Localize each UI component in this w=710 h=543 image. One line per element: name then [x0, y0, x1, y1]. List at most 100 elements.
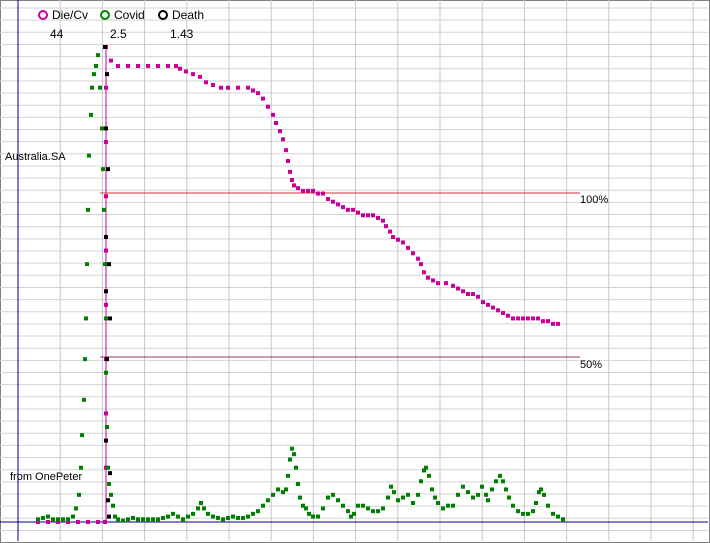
point-death	[103, 45, 107, 49]
point-covid	[196, 506, 200, 511]
point-die_cv	[556, 321, 560, 326]
point-covid	[516, 509, 520, 514]
point-die_cv	[541, 319, 545, 324]
region-label: Australia.SA	[5, 151, 66, 163]
point-covid	[381, 506, 385, 511]
point-covid	[121, 518, 125, 523]
point-covid	[311, 514, 315, 519]
point-covid	[296, 482, 300, 486]
point-die_cv	[461, 289, 465, 294]
point-covid	[494, 479, 498, 484]
point-covid	[116, 517, 120, 522]
point-die_cv	[204, 80, 208, 85]
point-die_cv	[109, 58, 113, 63]
point-covid	[430, 487, 434, 492]
point-die_cv	[104, 411, 108, 416]
point-covid	[321, 506, 325, 511]
point-die_cv	[496, 308, 500, 313]
point-covid	[206, 511, 210, 516]
point-covid	[504, 487, 508, 492]
point-die_cv	[376, 216, 380, 220]
point-covid	[419, 479, 423, 484]
ref-label-100: 100%	[580, 194, 609, 206]
point-covid	[107, 482, 111, 486]
point-covid	[498, 473, 502, 478]
point-covid	[486, 498, 490, 503]
point-death	[104, 126, 108, 131]
point-death	[105, 72, 109, 77]
point-covid	[284, 487, 288, 492]
point-covid	[94, 64, 98, 68]
point-covid	[181, 517, 185, 522]
point-covid	[241, 515, 245, 520]
point-covid	[136, 517, 140, 522]
point-die_cv	[526, 316, 530, 321]
point-covid	[341, 503, 345, 508]
point-die_cv	[331, 199, 335, 204]
point-covid	[251, 511, 255, 516]
point-covid	[371, 509, 375, 514]
point-die_cv	[301, 188, 305, 193]
point-covid	[411, 501, 415, 505]
point-covid	[424, 465, 428, 470]
point-die_cv	[184, 69, 188, 74]
point-covid	[256, 509, 260, 514]
point-covid	[290, 446, 294, 451]
point-covid	[100, 126, 104, 131]
point-covid	[96, 53, 100, 58]
point-die_cv	[391, 235, 395, 239]
point-death	[104, 289, 108, 294]
point-die_cv	[104, 85, 108, 90]
point-die_cv	[326, 197, 330, 201]
point-death	[104, 438, 108, 443]
point-die_cv	[116, 64, 120, 68]
point-covid	[366, 506, 370, 511]
point-covid	[156, 517, 160, 522]
legend-value-death: 1.43	[170, 27, 194, 41]
legend-marker-covid	[100, 10, 110, 20]
point-die_cv	[366, 213, 370, 218]
point-die_cv	[306, 188, 310, 193]
point-covid	[36, 517, 40, 522]
point-covid	[86, 207, 90, 212]
point-die_cv	[426, 275, 430, 280]
point-die_cv	[56, 520, 60, 524]
point-covid	[288, 457, 292, 462]
point-die_cv	[416, 256, 420, 261]
point-die_cv	[361, 213, 365, 218]
point-die_cv	[136, 64, 140, 68]
point-die_cv	[546, 319, 550, 324]
point-covid	[386, 495, 390, 500]
point-covid	[294, 465, 298, 470]
point-die_cv	[96, 520, 100, 524]
point-covid	[90, 85, 94, 90]
point-covid	[231, 514, 235, 519]
point-covid	[105, 425, 109, 429]
point-covid	[307, 511, 311, 516]
point-die_cv	[471, 292, 475, 296]
point-die_cv	[104, 194, 108, 199]
point-covid	[80, 433, 84, 438]
point-covid	[61, 517, 65, 522]
point-die_cv	[444, 281, 448, 286]
point-die_cv	[104, 140, 108, 144]
point-covid	[66, 517, 70, 522]
point-covid	[261, 503, 265, 508]
point-covid	[89, 112, 93, 117]
point-covid	[266, 498, 270, 503]
point-die_cv	[466, 292, 470, 296]
point-die_cv	[191, 72, 195, 77]
point-covid	[292, 452, 296, 457]
series-death	[103, 45, 112, 519]
point-die_cv	[261, 96, 265, 101]
point-die_cv	[288, 169, 292, 174]
point-covid	[51, 517, 55, 522]
point-die_cv	[284, 148, 288, 153]
point-death	[105, 357, 109, 362]
point-covid	[396, 498, 400, 503]
point-die_cv	[351, 207, 355, 212]
point-covid	[416, 492, 420, 497]
point-die_cv	[66, 520, 70, 524]
point-die_cv	[278, 129, 282, 134]
